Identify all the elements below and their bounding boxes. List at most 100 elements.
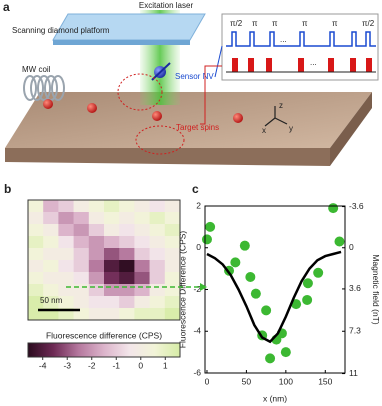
- heatmap-cell: [164, 224, 181, 237]
- heatmap-cell: [43, 248, 59, 261]
- target-spins: [43, 99, 243, 123]
- heatmap-cell: [149, 308, 166, 321]
- heatmap-cell: [104, 284, 120, 297]
- colorbar: [27, 342, 181, 358]
- heatmap-cell: [28, 248, 44, 261]
- heatmap-cell: [119, 260, 135, 273]
- sample-side: [330, 92, 372, 166]
- heatmap-cell: [58, 248, 74, 261]
- coil-label: MW coil: [22, 65, 51, 74]
- heatmap-cell: [149, 296, 166, 309]
- platform-label: Scanning diamond platform: [12, 26, 110, 35]
- data-point: [291, 299, 302, 310]
- laser-label: Excitation laser: [139, 1, 194, 10]
- data-point: [250, 288, 261, 299]
- pulse-label: π: [332, 19, 338, 28]
- heatmap-cell: [88, 272, 105, 285]
- heatmap-cell: [58, 284, 74, 297]
- ellipsis: ...: [280, 35, 287, 44]
- data-point: [302, 294, 313, 305]
- axes-glyph: [264, 106, 288, 127]
- axis-z: z: [279, 101, 283, 110]
- y-tick-label: -6: [193, 367, 201, 377]
- heatmap-cell: [88, 224, 105, 237]
- heatmap-cell: [164, 296, 181, 309]
- y2-tick-label: 3.6: [349, 283, 361, 293]
- heatmap-cell: [88, 296, 105, 309]
- y2-tick-label: 7.3: [349, 326, 361, 336]
- heatmap-cell: [119, 284, 135, 297]
- heatmap-cell: [43, 296, 59, 309]
- heatmap-cell: [104, 200, 120, 213]
- heatmap-cell: [104, 296, 120, 309]
- heatmap-cell: [88, 200, 105, 213]
- heatmap-cell: [73, 212, 90, 225]
- heatmap-cell: [88, 248, 105, 261]
- heatmap-cell: [134, 296, 150, 309]
- sample-surface: [5, 92, 372, 148]
- heatmap-cell: [88, 212, 105, 225]
- scale-bar-label: 50 nm: [40, 296, 63, 305]
- sensor-label: Sensor NV: [175, 72, 214, 81]
- data-point: [334, 236, 345, 247]
- heatmap-cell: [28, 272, 44, 285]
- heatmap-cell: [104, 224, 120, 237]
- sensor-link: [214, 45, 223, 78]
- colorbar-tick-label: -3: [63, 360, 71, 370]
- heatmap-cell: [119, 308, 135, 321]
- x-tick-label: 0: [205, 376, 210, 386]
- axis-x: x: [262, 126, 266, 135]
- heatmap-cell: [58, 272, 74, 285]
- heatmap-cell: [149, 212, 166, 225]
- heatmap-cell: [149, 224, 166, 237]
- heatmap-cell: [88, 236, 105, 249]
- heatmap-cell: [43, 212, 59, 225]
- data-point: [261, 305, 272, 316]
- heatmap-cell: [119, 224, 135, 237]
- heatmap-cell: [73, 248, 90, 261]
- panel-label: a: [3, 0, 10, 14]
- pulse-label: π/2: [230, 19, 243, 28]
- heatmap-cell: [104, 236, 120, 249]
- heatmap-cell: [134, 308, 150, 321]
- y2-tick-label: 0: [349, 242, 354, 252]
- colorbar-tick-label: 1: [163, 360, 168, 370]
- heatmap: -4 -3 -2 -1 0 1 Fluorescence difference (CPS): [27, 199, 181, 370]
- heatmap-cell: [119, 296, 135, 309]
- heatmap-cell: [58, 212, 74, 225]
- heatmap-cell: [134, 248, 150, 261]
- heatmap-cell: [104, 212, 120, 225]
- heatmap-cell: [73, 200, 90, 213]
- y2-axis-title: Magnetic field (nT): [371, 254, 381, 325]
- heatmap-cell: [134, 272, 150, 285]
- y-tick-label: 2: [196, 200, 201, 210]
- heatmap-cell: [73, 284, 90, 297]
- heatmap-cell: [58, 260, 74, 273]
- data-point: [302, 278, 313, 289]
- colorbar-tick-label: 0: [138, 360, 143, 370]
- heatmap-cell: [134, 260, 150, 273]
- heatmap-cell: [164, 308, 181, 321]
- panel-a: a Excitation laser Scanning diamond plat…: [3, 0, 379, 166]
- data-point: [230, 257, 241, 268]
- heatmap-cell: [73, 236, 90, 249]
- heatmap-cell: [43, 200, 59, 213]
- ellipsis: ...: [310, 58, 317, 67]
- heatmap-cell: [149, 248, 166, 261]
- heatmap-cell: [149, 260, 166, 273]
- x-axis-title: x (nm): [263, 393, 287, 403]
- heatmap-cell: [104, 272, 120, 285]
- heatmap-cell: [28, 260, 44, 273]
- heatmap-cell: [134, 200, 150, 213]
- heatmap-cell: [28, 236, 44, 249]
- heatmap-cell: [43, 224, 59, 237]
- x-tick-label: 50: [242, 376, 252, 386]
- heatmap-cell: [164, 248, 181, 261]
- heatmap-cell: [164, 272, 181, 285]
- heatmap-cell: [164, 260, 181, 273]
- data-point: [245, 271, 256, 282]
- x-tick-label: 100: [279, 376, 293, 386]
- targets-label: Target spins: [176, 123, 219, 132]
- data-point: [205, 221, 216, 232]
- heatmap-cell: [73, 296, 90, 309]
